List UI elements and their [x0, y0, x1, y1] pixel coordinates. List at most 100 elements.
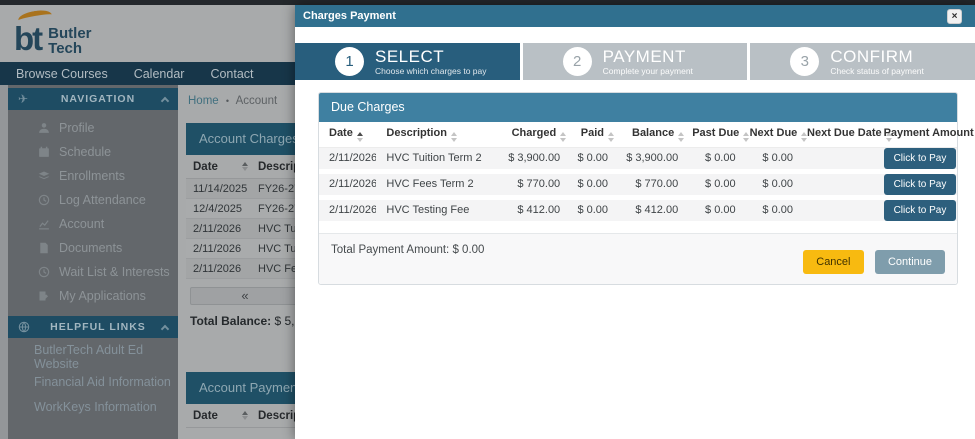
nav-calendar[interactable]: Calendar: [133, 66, 185, 81]
globe-icon: [18, 321, 34, 333]
breadcrumb-home-link[interactable]: Home: [188, 95, 219, 107]
sidebar-item-label: Documents: [59, 241, 123, 255]
document-icon: [38, 242, 51, 254]
sidebar-item-account[interactable]: Account: [8, 212, 178, 236]
column-header-description[interactable]: Description: [376, 122, 501, 147]
column-header-balance[interactable]: Balance: [622, 122, 693, 147]
continue-button[interactable]: Continue: [874, 249, 945, 274]
step-payment[interactable]: 2 PAYMENT Complete your payment: [522, 43, 748, 80]
nav-contact[interactable]: Contact: [210, 66, 254, 81]
step-subtitle: Complete your payment: [602, 65, 693, 76]
sort-icon: [608, 132, 615, 142]
window-top-strip: [0, 0, 975, 5]
due-charges-title: Due Charges: [319, 93, 957, 122]
sidebar-item-label: Profile: [59, 121, 95, 135]
sort-icon: [356, 132, 363, 142]
step-subtitle: Choose which charges to pay: [375, 65, 487, 76]
click-to-pay-button[interactable]: Click to Pay: [883, 147, 957, 169]
navigation-header-label: NAVIGATION: [60, 93, 136, 105]
sidebar-section-helpful-links[interactable]: HELPFUL LINKS: [8, 316, 178, 338]
column-header-payment-amount[interactable]: Payment Amount: [883, 122, 974, 147]
step-subtitle: Check status of payment: [830, 65, 924, 76]
nav-browse-courses[interactable]: Browse Courses: [16, 66, 108, 81]
breadcrumb-separator: •: [225, 96, 230, 106]
step-number: 1: [335, 47, 364, 76]
cell-charged: $ 770.00: [517, 178, 561, 190]
cell-payment-amount: Click to Pay: [883, 197, 957, 223]
column-header-paid[interactable]: Paid: [574, 122, 623, 147]
cell-description: HVC Fees Term 2: [386, 178, 474, 190]
cell-charged: $ 412.00: [517, 204, 561, 216]
pagination-prev-button[interactable]: «: [190, 287, 300, 305]
sidebar-item-label: Enrollments: [59, 169, 125, 183]
column-header-date[interactable]: Date: [319, 122, 377, 147]
layers-icon: [38, 170, 51, 182]
sidebar-item-wait-list[interactable]: Wait List & Interests: [8, 260, 178, 284]
link-butlertech-website[interactable]: ButlerTech Adult Ed Website: [34, 342, 144, 371]
helpful-links-header-label: HELPFUL LINKS: [50, 321, 146, 333]
due-charges-table: Date Description Charged Paid Balance Pa…: [319, 122, 974, 226]
sidebar-item-log-attendance[interactable]: Log Attendance: [8, 188, 178, 212]
sidebar-item-label: Log Attendance: [59, 193, 146, 207]
column-header-date[interactable]: Date: [186, 161, 248, 173]
cell-next-due-date: [807, 147, 884, 171]
step-title: CONFIRM: [830, 46, 914, 66]
cancel-button[interactable]: Cancel: [803, 249, 864, 274]
step-text: PAYMENT Complete your payment: [603, 48, 693, 76]
sidebar-item-profile[interactable]: Profile: [8, 116, 178, 140]
column-header-next-due-date[interactable]: Next Due Date: [807, 122, 892, 147]
due-charges-footer: Total Payment Amount: $ 0.00 Cancel Cont…: [319, 232, 957, 284]
cell-payment-amount: Click to Pay: [883, 171, 957, 197]
total-payment-label: Total Payment Amount:: [331, 243, 450, 256]
chart-line-icon: [38, 218, 51, 230]
cell-past-due: $ 0.00: [705, 152, 736, 164]
chevron-up-icon: [160, 324, 170, 333]
sidebar-item-schedule[interactable]: Schedule: [8, 140, 178, 164]
due-table-header-row: Date Description Charged Paid Balance Pa…: [319, 122, 974, 147]
column-header-next-due[interactable]: Next Due: [749, 122, 808, 147]
total-payment-amount: Total Payment Amount: $ 0.00: [331, 244, 484, 256]
cell-payment-amount: Click to Pay: [883, 147, 957, 171]
column-header-date[interactable]: Date: [186, 410, 248, 422]
cell-paid: $ 0.00: [577, 178, 609, 190]
chevron-up-icon: [160, 96, 170, 105]
breadcrumb: Home • Account: [188, 95, 975, 107]
link-financial-aid[interactable]: Financial Aid Information: [34, 374, 171, 389]
cell-past-due: $ 0.00: [705, 204, 736, 216]
cell-date: 2/11/2026: [329, 178, 377, 190]
clock-icon: [38, 266, 51, 278]
column-header-past-due[interactable]: Past Due: [692, 122, 750, 147]
due-charge-row: 2/11/2026 HVC Testing Fee $ 412.00 $ 0.0…: [319, 197, 957, 223]
sidebar-item-label: Account: [59, 217, 105, 231]
step-number: 3: [790, 47, 820, 76]
cell-next-due: $ 0.00: [762, 178, 794, 190]
click-to-pay-button[interactable]: Click to Pay: [883, 173, 957, 195]
due-charge-row: 2/11/2026 HVC Tuition Term 2 $ 3,900.00 …: [319, 147, 957, 171]
clock-icon: [38, 194, 51, 206]
column-header-charged[interactable]: Charged: [500, 122, 575, 147]
sidebar: ✈ NAVIGATION Profile Schedule Enrollment…: [8, 85, 178, 439]
spacer: [319, 225, 957, 233]
step-select[interactable]: 1 SELECT Choose which charges to pay: [295, 43, 520, 80]
cell-date: 2/11/2026: [329, 204, 377, 216]
cell-balance: $ 412.00: [635, 204, 679, 216]
step-text: SELECT Choose which charges to pay: [375, 48, 487, 76]
due-charges-panel: Due Charges Date Description Charged Pai…: [318, 92, 974, 285]
sidebar-section-navigation[interactable]: ✈ NAVIGATION: [8, 88, 178, 110]
step-title: PAYMENT: [602, 46, 686, 66]
sidebar-item-label: Wait List & Interests: [59, 265, 170, 279]
cell-past-due: $ 0.00: [705, 178, 736, 190]
cell-paid: $ 0.00: [577, 204, 609, 216]
calendar-icon: [38, 146, 51, 158]
step-title: SELECT: [375, 46, 445, 66]
sort-icon: [242, 161, 248, 172]
cell-date: 2/11/2026: [329, 152, 377, 164]
sidebar-item-documents[interactable]: Documents: [8, 236, 178, 260]
sidebar-item-my-applications[interactable]: My Applications: [8, 284, 178, 308]
close-icon[interactable]: ×: [947, 9, 962, 24]
click-to-pay-button[interactable]: Click to Pay: [883, 199, 957, 221]
sidebar-item-enrollments[interactable]: Enrollments: [8, 164, 178, 188]
link-workkeys[interactable]: WorkKeys Information: [34, 399, 157, 414]
step-confirm[interactable]: 3 CONFIRM Check status of payment: [750, 43, 975, 80]
